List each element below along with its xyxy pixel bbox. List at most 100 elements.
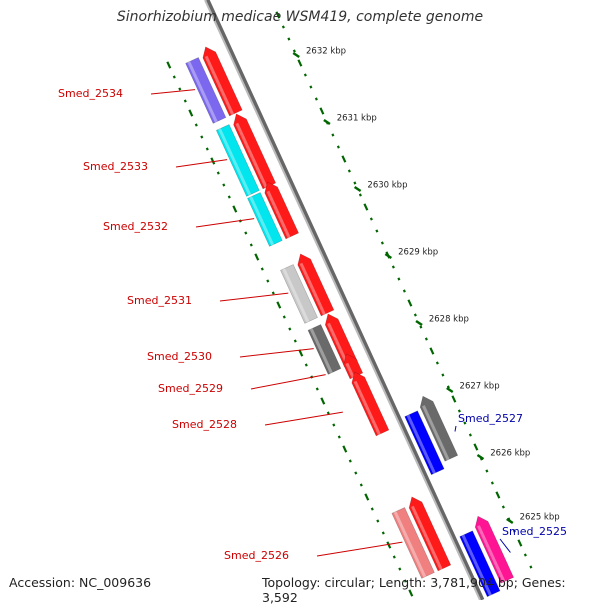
smed_2530-homolog-block-shine [309, 328, 333, 374]
smed_2532-homolog-block [247, 192, 283, 247]
left-scale-tick [293, 339, 297, 343]
left-scale-tick [282, 315, 286, 319]
smed_2531-leader [219, 292, 289, 302]
left-scale-tick [348, 459, 352, 463]
smed_2527-gene-block-shine [406, 414, 436, 474]
smed_2527-gene-block-body [404, 410, 445, 476]
right-scale-tick [369, 217, 373, 221]
accession-text: Accession: NC_009636 [9, 575, 152, 590]
smed_2532-homolog-block-shine [249, 196, 275, 246]
gene-labels: Smed_2534 Smed_2533 Smed_2532 Smed_2531 Smed… [58, 87, 567, 562]
kbp-label: 2625 kbp [520, 512, 560, 522]
kbp-label: 2630 kbp [367, 180, 407, 190]
right-scale-tick [419, 325, 423, 329]
right-scale-tick [292, 49, 296, 53]
left-scale-tick [178, 87, 182, 91]
left-scale-tick [359, 483, 363, 487]
left-scale-tick [249, 243, 253, 247]
smed_2531-label: Smed_2531 [127, 294, 192, 307]
smed_2534-leader [150, 89, 196, 95]
smed_2529-label: Smed_2529 [158, 382, 223, 395]
right-scale-tick [287, 37, 291, 41]
kbp-label: 2626 kbp [490, 448, 530, 458]
smed_2532-leader [195, 218, 255, 228]
right-scale-tick [435, 361, 439, 365]
right-scale-tick [402, 289, 406, 293]
smed_2526-homolog-block-body [391, 507, 435, 579]
right-scale-tick [309, 85, 313, 89]
smed_2528-label: Smed_2528 [172, 418, 237, 431]
smed_2534-gene-block-shine [204, 55, 235, 115]
right-scale-tick [297, 59, 303, 67]
right-scale-tick [358, 193, 362, 197]
smed_2527-leader [454, 425, 457, 432]
smed_2525-gene-block [459, 530, 501, 598]
kbp-tick [292, 51, 300, 59]
left-scale-tick [364, 493, 370, 501]
smed_2525-label: Smed_2525 [502, 525, 567, 538]
smed_2529-leader [250, 374, 326, 390]
smed_2533-homolog-block-body [215, 124, 260, 197]
smed_2533-label: Smed_2533 [83, 160, 148, 173]
right-scale-tick [463, 421, 467, 425]
smed_2530-leader [239, 348, 314, 358]
smed_2532-gene-block [264, 181, 299, 240]
smed_2534-homolog-block-shine [187, 61, 218, 123]
kbp-label: 2629 kbp [398, 247, 438, 257]
left-scale-tick [266, 279, 270, 283]
smed_2526-gene-block-body [408, 496, 452, 572]
smed_2527-homolog-block-shine [422, 405, 450, 461]
right-scale-tick [391, 265, 395, 269]
right-scale-tick [529, 565, 533, 569]
left-scale-tick [172, 75, 176, 79]
scale-ticks [166, 11, 533, 597]
right-scale-tick [341, 155, 347, 163]
smed_2533-gene-block-body [233, 113, 277, 190]
right-scale-tick [451, 395, 457, 403]
right-scale-tick [517, 539, 523, 547]
left-scale-tick [232, 205, 238, 213]
left-scale-tick [205, 147, 209, 151]
right-scale-tick [363, 203, 369, 211]
right-scale-tick [501, 505, 505, 509]
kbp-tick [353, 185, 362, 193]
smed_2526-gene-block [408, 496, 452, 572]
right-scale-tick [495, 491, 501, 499]
smed_2527-label: Smed_2527 [458, 412, 523, 425]
right-scale-tick [407, 299, 413, 307]
smed_2533-gene-block [233, 113, 277, 190]
right-scale-tick [413, 313, 417, 317]
smed_2534-gene-block [202, 46, 243, 117]
kbp-tick [384, 252, 393, 260]
smed_2530-homolog-block-body [307, 324, 342, 375]
smed_2532-gene-block-shine [266, 190, 291, 238]
left-scale-tick [332, 423, 336, 427]
smed_2527-homolog-block-body [419, 395, 459, 462]
smed_2531-gene-block [297, 253, 335, 317]
right-scale-tick [397, 277, 401, 281]
right-scale-tick [523, 553, 527, 557]
left-scale-tick [194, 123, 198, 127]
smed_2525-gene-block-shine [461, 534, 492, 596]
smed_2528-gene-block-body [351, 371, 390, 437]
left-scale-tick [386, 541, 392, 549]
left-scale-tick [288, 327, 292, 331]
smed_2531-homolog-block-body [280, 264, 318, 324]
left-scale-tick [183, 99, 187, 103]
left-scale-tick [166, 61, 172, 69]
right-scale-tick [347, 169, 351, 173]
left-scale-tick [381, 531, 385, 535]
smed_2530-gene-block-shine [327, 322, 350, 366]
smed_2525-homolog-block [474, 515, 515, 584]
right-scale-tick [336, 145, 340, 149]
left-scale-tick [227, 195, 231, 199]
backbone-highlight [204, 0, 481, 600]
smed_2526-homolog-block-shine [393, 511, 427, 578]
kbp-tick [446, 386, 454, 394]
left-scale-tick [200, 135, 204, 139]
left-scale-tick [354, 471, 358, 475]
smed_2534-label: Smed_2534 [58, 87, 123, 100]
kbp-label: 2627 kbp [460, 381, 500, 391]
right-scale-tick [303, 73, 307, 77]
